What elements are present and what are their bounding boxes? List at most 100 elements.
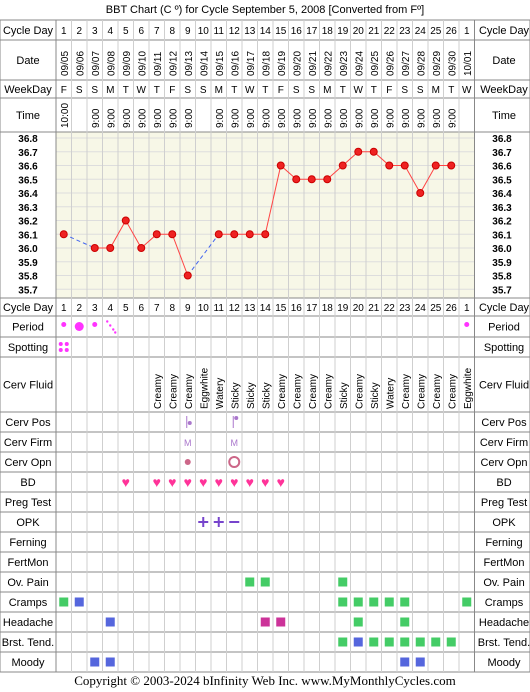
cycle-day-label: 14 xyxy=(260,26,272,37)
weekday-label: M xyxy=(106,85,114,96)
y-tick-right: 36.1 xyxy=(492,230,512,241)
temp-line xyxy=(419,165,437,194)
bd-heart-icon: ♥ xyxy=(246,474,254,490)
row-label-right: Headache xyxy=(479,617,529,629)
weekday-label: S xyxy=(91,85,98,96)
time-label: 9:00 xyxy=(246,108,257,128)
cerv-fluid-label: Creamy xyxy=(184,374,195,409)
cerv-fluid-label: Creamy xyxy=(308,374,319,409)
footer-copyright: Copyright © 2003-2024 bInfinity Web Inc.… xyxy=(74,673,456,688)
cycle-day-label: 8 xyxy=(169,26,175,37)
temp-gap-line xyxy=(187,233,220,276)
date-label: 09/07 xyxy=(91,51,102,76)
period-dot xyxy=(106,320,109,323)
cerv-fluid-label: Sticky xyxy=(261,382,272,409)
time-label: 9:00 xyxy=(122,108,133,128)
row-label-right: Cerv Pos xyxy=(481,417,527,429)
spotting-dot xyxy=(58,342,63,346)
cycle-day-label: 4 xyxy=(107,303,113,314)
headache-marker xyxy=(400,617,410,627)
cerv-opn-marker xyxy=(184,459,191,465)
cycle-day-label: 1 xyxy=(464,303,470,314)
cycle-day-label: 21 xyxy=(368,26,380,37)
y-tick-left: 36.1 xyxy=(18,230,38,241)
date-label: 09/11 xyxy=(153,51,164,76)
brst-tend-marker xyxy=(415,637,425,647)
time-label: 9:00 xyxy=(215,108,226,128)
time-label: 9:00 xyxy=(168,108,179,128)
row-label-left: Moody xyxy=(11,657,45,669)
y-tick-right: 35.7 xyxy=(492,285,512,296)
cycle-day-label: 9 xyxy=(185,26,191,37)
row-label-right: Period xyxy=(488,322,520,334)
cycle-day-label: 26 xyxy=(446,303,458,314)
row-label-left: Brst. Tend. xyxy=(2,637,54,649)
weekday-label: T xyxy=(448,85,454,96)
cramps-marker xyxy=(353,597,363,607)
time-label: 9:00 xyxy=(277,108,288,128)
cerv-fluid-label: Eggwhite xyxy=(463,367,474,409)
weekday-label: S xyxy=(308,85,315,96)
y-tick-left: 36.0 xyxy=(18,244,38,255)
cycle-day-label: 7 xyxy=(154,26,160,37)
time-label: 9:00 xyxy=(184,108,195,128)
brst-tend-marker xyxy=(384,637,394,647)
row-label-left: Date xyxy=(16,55,39,67)
weekday-label: F xyxy=(61,85,67,96)
cycle-day-label: 11 xyxy=(214,303,225,314)
cramps-marker xyxy=(384,597,394,607)
date-label: 09/30 xyxy=(447,51,458,76)
time-label: 9:00 xyxy=(91,108,102,128)
time-label: 10:00 xyxy=(60,103,71,128)
bd-heart-icon: ♥ xyxy=(277,474,285,490)
temp-line xyxy=(264,165,282,235)
period-marker xyxy=(92,322,98,327)
y-tick-left: 35.9 xyxy=(18,258,38,269)
y-tick-left: 36.2 xyxy=(18,217,38,228)
time-label: 9:00 xyxy=(370,108,381,128)
row-label-left: FertMon xyxy=(8,557,49,569)
temp-point xyxy=(106,244,115,252)
temp-line xyxy=(125,220,142,249)
cerv-fluid-label: Sticky xyxy=(370,382,381,409)
period-dot xyxy=(112,328,115,331)
date-label: 09/21 xyxy=(308,51,319,76)
date-label: 09/09 xyxy=(122,51,133,76)
bd-heart-icon: ♥ xyxy=(199,474,207,490)
row-label-left: Cerv Pos xyxy=(5,417,51,429)
row-label-right: Ov. Pain xyxy=(483,577,524,589)
weekday-label: T xyxy=(154,85,160,96)
row-label-left: Period xyxy=(12,322,44,334)
row-label-left: Cerv Opn xyxy=(4,457,51,469)
time-label: 9:00 xyxy=(308,108,319,128)
row-label-left: Preg Test xyxy=(5,497,51,509)
cycle-day-label: 5 xyxy=(123,26,129,37)
period-dot xyxy=(114,331,117,334)
moody-marker xyxy=(415,657,425,667)
weekday-label: F xyxy=(169,85,175,96)
cerv-fluid-label: Creamy xyxy=(432,374,443,409)
date-label: 09/18 xyxy=(261,51,272,76)
date-label: 09/19 xyxy=(277,51,288,76)
row-label-right: Moody xyxy=(487,657,521,669)
headache-marker xyxy=(105,617,115,627)
date-label: 09/24 xyxy=(354,51,365,76)
cerv-firm-label: M xyxy=(184,438,192,448)
cerv-fluid-label: Creamy xyxy=(401,374,412,409)
cycle-day-label: 10 xyxy=(198,303,210,314)
time-label: 9:00 xyxy=(447,108,458,128)
cycle-day-label: 4 xyxy=(107,26,113,37)
cerv-pos-marker xyxy=(187,421,192,425)
time-label: 9:00 xyxy=(339,108,350,128)
cramps-marker xyxy=(400,597,410,607)
y-tick-right: 36.3 xyxy=(492,203,512,214)
temp-point xyxy=(416,189,425,197)
cerv-fluid-label: Creamy xyxy=(416,374,427,409)
cycle-day-label: 25 xyxy=(430,303,442,314)
cycle-day-label: 24 xyxy=(415,26,427,37)
cycle-day-label: 1 xyxy=(61,303,67,314)
cerv-fluid-label: Creamy xyxy=(323,374,334,409)
temp-point xyxy=(369,147,378,156)
time-label: 9:00 xyxy=(354,108,365,128)
time-label: 9:00 xyxy=(230,108,241,128)
